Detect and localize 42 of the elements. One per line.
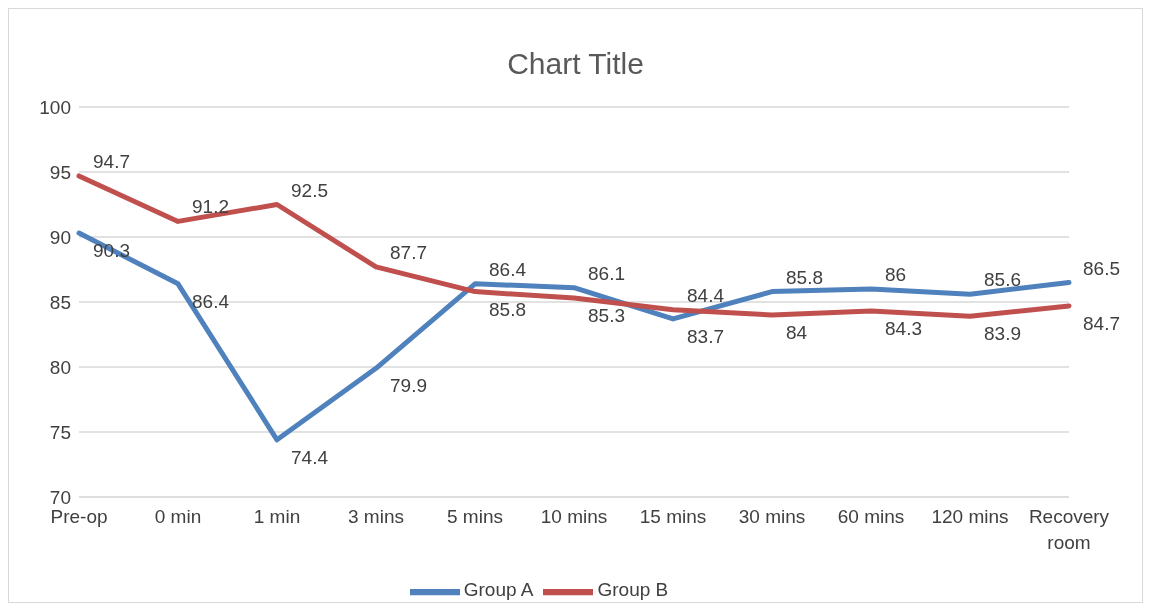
data-label: 87.7 (390, 241, 427, 263)
data-label: 86.1 (588, 262, 625, 284)
data-label: 92.5 (291, 179, 328, 201)
legend-label: Group A (463, 579, 534, 601)
y-tick-label: 100 (39, 96, 71, 118)
x-tick-label: 60 mins (837, 506, 905, 527)
data-label: 83.9 (984, 323, 1021, 345)
y-tick-label: 95 (49, 161, 71, 183)
x-tick-label: 1 min (253, 506, 301, 527)
data-label: 85.8 (489, 298, 526, 320)
data-label: 86 (885, 264, 907, 285)
x-tick-label: 0 min (154, 506, 202, 527)
y-tick-label: 80 (49, 356, 71, 378)
x-tick-label: 120 mins (931, 506, 1009, 527)
x-tick-label: 3 mins (348, 506, 404, 527)
data-label: 85.6 (984, 269, 1021, 291)
y-tick-label: 70 (49, 486, 71, 508)
data-label: 83.7 (687, 325, 724, 347)
data-label: 85.8 (786, 266, 823, 288)
data-label: 85.3 (588, 305, 625, 327)
x-tick-label: 10 mins (540, 506, 608, 527)
x-tick-label: 5 mins (447, 506, 503, 527)
x-tick-label: Pre-op (50, 506, 108, 527)
x-tick-label: Recovery room (1028, 506, 1110, 553)
legend-label: Group B (597, 579, 669, 601)
y-tick-label: 90 (49, 226, 71, 248)
data-label: 86.5 (1083, 257, 1120, 279)
y-tick-label: 75 (49, 421, 71, 443)
data-label: 91.2 (192, 196, 229, 218)
data-label: 84 (786, 322, 808, 343)
data-label: 94.7 (93, 150, 130, 172)
x-tick-label: 30 mins (738, 506, 806, 527)
data-label: 79.9 (390, 375, 427, 397)
x-tick-label: 15 mins (639, 506, 707, 527)
data-label: 74.4 (291, 446, 329, 468)
data-label: 86.4 (489, 258, 527, 280)
y-tick-label: 85 (49, 291, 71, 313)
chart-title: Chart Title (506, 47, 645, 82)
data-label: 86.4 (192, 290, 230, 312)
data-label: 84.4 (687, 284, 725, 306)
data-label: 84.7 (1083, 312, 1120, 334)
data-label: 84.3 (885, 318, 922, 340)
